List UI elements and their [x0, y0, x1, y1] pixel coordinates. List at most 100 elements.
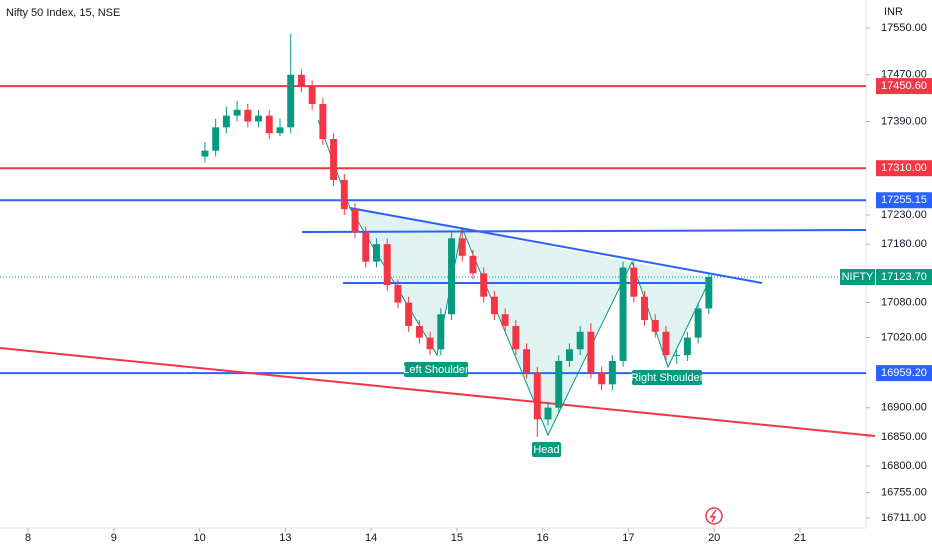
symbol-label: NIFTY: [842, 271, 874, 283]
candle-body: [608, 360, 616, 385]
annotation-box: [532, 442, 561, 457]
x-tick-label: 15: [451, 532, 463, 544]
candle-body: [212, 127, 220, 151]
x-tick-label: 9: [111, 532, 117, 544]
last-price-tag: [876, 269, 932, 286]
level-tag: [876, 192, 932, 209]
candle-body: [340, 179, 348, 210]
candle-body: [330, 139, 338, 180]
trend-line: [0, 347, 876, 437]
level-tag: [876, 365, 932, 382]
y-tick-label: 17470.00: [881, 69, 927, 81]
candle-body: [233, 109, 241, 116]
candle-body: [415, 325, 423, 338]
candle-body: [490, 296, 498, 315]
candle-body: [512, 325, 520, 350]
annotation: Head: [533, 444, 559, 456]
x-tick-label: 10: [193, 532, 205, 544]
candle-body: [683, 337, 691, 356]
candle-body: [308, 86, 316, 104]
candle-body: [426, 337, 434, 350]
candle-body: [372, 244, 380, 262]
candle-body: [641, 296, 648, 321]
level-label: 16959.20: [881, 367, 927, 379]
currency: INR: [884, 6, 903, 18]
last-price-label: 17123.70: [881, 271, 927, 283]
candle-body: [523, 349, 531, 373]
candle-body: [469, 255, 477, 274]
level-label: 17310.00: [881, 162, 927, 174]
candle-body: [555, 360, 563, 408]
candle-body: [383, 244, 391, 286]
x-tick-label: 13: [279, 532, 291, 544]
candle-body: [319, 103, 327, 140]
candle-body: [351, 209, 359, 233]
candles: [201, 33, 713, 437]
candle-body: [565, 349, 573, 361]
candle-body: [276, 127, 284, 134]
y-tick-label: 17390.00: [881, 115, 927, 127]
candle-body: [619, 267, 627, 361]
candle-body: [587, 331, 595, 373]
y-tick-label: 17180.00: [881, 238, 927, 250]
annotation: Right Shoulder: [631, 372, 704, 384]
candle-body: [673, 355, 681, 357]
candle-body: [222, 115, 230, 128]
y-tick-label: 17080.00: [881, 296, 927, 308]
y-tick-label: 17230.00: [881, 209, 927, 221]
x-tick-label: 16: [537, 532, 549, 544]
candle-body: [287, 74, 295, 128]
candle-body: [501, 314, 509, 326]
candle-body: [362, 232, 370, 262]
candle-body: [405, 302, 413, 326]
y-tick-label: 16800.00: [881, 460, 927, 472]
candle-body: [297, 74, 305, 87]
y-tick-label: 16900.00: [881, 402, 927, 414]
y-tick-label: 16850.00: [881, 431, 927, 443]
level-tag: [876, 160, 932, 177]
candle-body: [265, 115, 273, 134]
level-label: 17450.60: [881, 80, 927, 92]
candle-body: [244, 109, 252, 122]
x-tick-label: 8: [25, 532, 31, 544]
y-tick-label: 17550.00: [881, 22, 927, 34]
x-tick-label: 14: [365, 532, 377, 544]
annotation-box: [632, 370, 702, 385]
candle-body: [705, 277, 713, 309]
symbol-tag: [840, 269, 875, 286]
candle-body: [448, 238, 456, 315]
level-tag: [876, 78, 932, 95]
candle-body: [255, 115, 263, 122]
annotations: Left Shoulder Head Right Shoulder: [403, 362, 704, 457]
annotation: Left Shoulder: [403, 364, 469, 376]
candle-body: [694, 308, 702, 338]
candle-body: [533, 372, 541, 420]
candle-body: [394, 285, 402, 303]
pattern-fill: [350, 208, 712, 435]
x-tick-label: 20: [708, 532, 720, 544]
event-icon-bolt: [709, 509, 717, 523]
event-icon[interactable]: [705, 507, 723, 525]
candle-body: [598, 372, 606, 385]
y-tick-label: 16755.00: [881, 486, 927, 498]
level-label: 17255.15: [881, 194, 927, 206]
trend-line: [301, 229, 867, 233]
chart-title: Nifty 50 Index, 15, NSE: [6, 7, 120, 19]
neckline: [349, 207, 763, 284]
x-tick-label: 17: [622, 532, 634, 544]
candle-body: [201, 150, 209, 157]
annotation-box: [404, 362, 468, 377]
candle-body: [480, 273, 488, 297]
candle-body: [437, 314, 445, 350]
candle-body: [630, 267, 638, 297]
candle-body: [651, 320, 659, 332]
x-tick-label: 21: [794, 532, 806, 544]
candle-body: [662, 331, 670, 356]
candle-body: [576, 331, 584, 350]
y-tick-label: 17020.00: [881, 331, 927, 343]
candle-body: [458, 238, 466, 256]
candle-body: [544, 407, 552, 420]
y-tick-label: 16711.00: [881, 512, 926, 524]
